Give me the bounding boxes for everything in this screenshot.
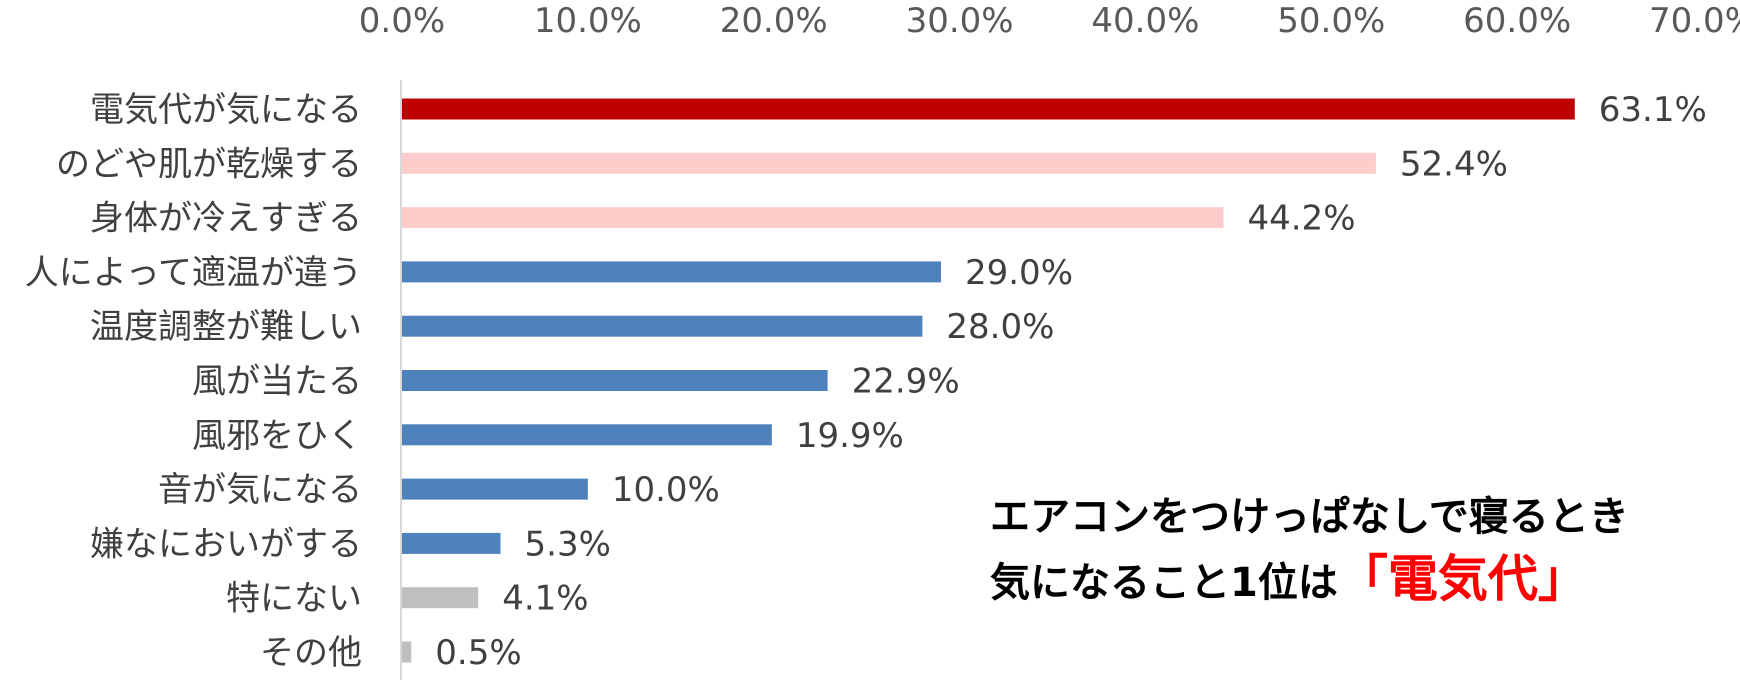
value-label: 10.0%	[612, 470, 720, 510]
value-label: 19.9%	[796, 416, 904, 456]
value-labels: 63.1% 52.4% 44.2% 29.0% 28.0% 22.9% 19.9% 10.0%…	[435, 90, 1706, 673]
callout-line-1: エアコンをつけっぱなしで寝るとき	[990, 494, 1629, 540]
category-label: 嫌なにおいがする	[90, 524, 362, 564]
callout-line-2-prefix: 気になること1位は	[990, 560, 1338, 606]
bar	[402, 532, 501, 554]
category-label: 風が当たる	[192, 362, 362, 402]
category-labels: 電気代が気になるのどや肌が乾燥する身体が冷えすぎる人によって適温が違う温度調整が…	[25, 90, 362, 673]
bars	[402, 98, 1575, 663]
value-label: 28.0%	[946, 307, 1054, 347]
bar	[402, 478, 588, 500]
callout-annotation: エアコンをつけっぱなしで寝るとき 気になること1位は「電気代」	[990, 488, 1710, 616]
category-label: 音が気になる	[158, 470, 362, 510]
x-tick-label: 10.0%	[534, 1, 642, 41]
x-axis-ticks: 0.0% 10.0% 20.0% 30.0% 40.0% 50.0% 60.0% 70.0%	[359, 1, 1740, 41]
value-label: 0.5%	[435, 633, 521, 673]
bar	[402, 587, 479, 609]
category-label: 温度調整が難しい	[90, 307, 362, 347]
x-tick-label: 70.0%	[1649, 1, 1740, 41]
category-label: 特にない	[226, 579, 362, 619]
category-label: 人によって適温が違う	[25, 253, 362, 293]
category-label: 身体が冷えすぎる	[90, 199, 362, 239]
value-label: 5.3%	[525, 524, 611, 564]
category-label: 電気代が気になる	[90, 90, 362, 130]
x-tick-label: 60.0%	[1463, 1, 1571, 41]
bar	[402, 98, 1575, 120]
value-label: 22.9%	[852, 362, 960, 402]
bar	[402, 641, 412, 663]
value-label: 63.1%	[1599, 90, 1707, 130]
category-label: 風邪をひく	[192, 416, 362, 456]
bar	[402, 207, 1224, 229]
value-label: 52.4%	[1400, 144, 1508, 184]
bar	[402, 424, 772, 446]
bar	[402, 261, 941, 283]
category-label: その他	[260, 633, 362, 673]
callout-line-2: 気になること1位は「電気代」	[990, 546, 1710, 616]
x-tick-label: 0.0%	[359, 1, 445, 41]
x-tick-label: 20.0%	[720, 1, 828, 41]
bar	[402, 370, 828, 391]
x-tick-label: 30.0%	[906, 1, 1014, 41]
callout-highlight: 「電気代」	[1337, 550, 1588, 608]
category-label: のどや肌が乾燥する	[56, 144, 362, 184]
bar	[402, 152, 1376, 174]
bar	[402, 315, 923, 337]
x-tick-label: 50.0%	[1277, 1, 1385, 41]
value-label: 29.0%	[965, 253, 1073, 293]
value-label: 44.2%	[1247, 199, 1355, 239]
x-tick-label: 40.0%	[1091, 1, 1199, 41]
value-label: 4.1%	[502, 579, 588, 619]
